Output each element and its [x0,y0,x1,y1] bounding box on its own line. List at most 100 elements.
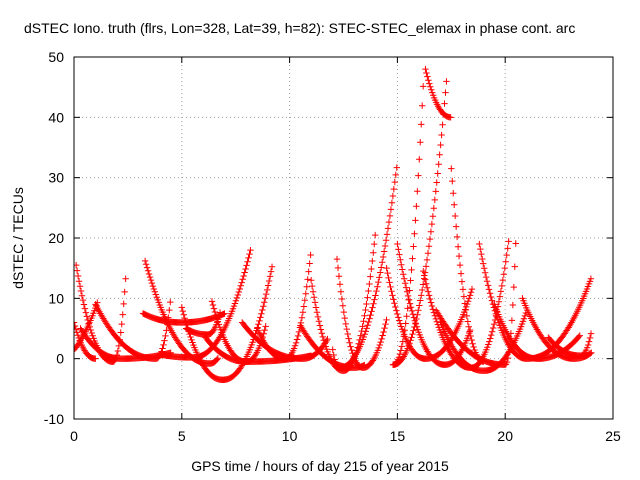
data-point-marker [465,329,473,337]
data-point-marker [377,338,384,346]
data-point-marker [370,300,377,307]
data-point-marker [520,315,528,322]
data-point-marker [464,318,471,325]
data-point-marker [338,295,346,303]
data-point-marker [403,313,410,320]
data-point-marker [120,300,127,308]
data-point-marker [310,293,318,301]
data-point-marker [153,294,160,301]
data-point-marker [410,327,417,334]
y-tick-label: 50 [48,49,64,65]
data-point-marker [397,347,405,354]
data-point-marker [418,102,426,109]
data-point-marker [365,318,372,326]
data-point-marker [388,199,396,207]
data-point-marker [383,316,390,324]
data-point-marker [372,292,379,299]
data-point-marker [379,332,386,339]
data-point-marker [309,288,317,295]
data-point-marker [487,293,495,301]
data-point-marker [85,320,92,327]
data-point-marker [143,264,151,271]
data-point-marker [427,228,435,235]
data-point-marker [141,257,149,265]
data-point-marker [482,273,490,281]
data-point-marker [416,156,423,163]
data-point-marker [212,312,220,319]
data-point-marker [263,286,271,294]
data-point-marker [300,303,308,310]
data-point-marker [262,323,269,330]
data-point-marker [244,258,251,265]
data-point-marker [460,293,468,300]
data-point-marker [341,314,348,322]
data-point-marker [342,320,349,328]
data-point-marker [428,302,436,310]
data-point-marker [115,342,123,350]
data-point-marker [305,268,312,275]
data-point-marker [256,317,263,325]
data-point-marker [147,276,155,284]
data-point-marker [387,283,394,291]
data-point-marker [294,332,302,340]
data-point-marker [396,251,403,258]
data-point-marker [211,308,219,316]
data-point-marker [565,324,572,331]
data-point-marker [299,309,307,316]
data-point-marker [468,336,475,344]
data-point-marker [466,292,474,299]
data-point-marker [587,350,594,357]
data-point-marker [373,287,380,295]
data-point-marker [411,230,418,238]
data-point-marker [423,284,431,291]
data-point-marker [291,342,299,350]
data-point-marker [298,314,306,321]
data-point-marker [404,305,411,312]
data-point-marker [391,178,399,186]
data-point-marker [378,264,385,271]
data-point-marker [261,326,268,334]
data-point-marker [465,295,473,302]
data-point-marker [348,346,355,354]
data-point-marker [431,196,439,204]
data-point-marker [408,266,415,274]
data-point-marker [150,285,158,293]
data-point-marker [581,350,588,357]
y-tick-label: -10 [44,411,64,427]
data-point-marker [424,250,432,257]
data-point-marker [369,257,376,265]
data-point-marker [384,269,391,277]
data-point-marker [406,287,413,294]
data-point-marker [307,277,315,284]
data-point-marker [364,294,371,301]
data-point-marker [307,251,314,259]
y-tick-label: 10 [48,290,64,306]
data-point-marker [428,86,435,93]
data-point-marker [583,344,591,352]
data-point-marker [415,307,422,314]
data-point-marker [509,301,517,309]
data-point-marker [167,298,174,306]
data-point-marker [213,356,221,363]
data-point-marker [210,327,217,334]
data-point-marker [121,288,128,296]
data-point-marker [378,335,385,343]
data-point-marker [376,274,383,281]
data-point-marker [359,323,366,330]
data-point-marker [370,249,377,256]
data-point-marker [214,318,222,325]
data-point-marker [148,279,156,287]
data-point-marker [419,281,427,288]
data-point-marker [586,278,594,285]
data-point-marker [422,263,430,270]
data-point-marker [259,306,266,314]
data-point-marker [375,278,382,286]
data-point-marker [82,309,90,316]
data-point-marker [75,278,83,285]
data-point-marker [394,310,401,318]
data-point-marker [336,280,344,288]
data-point-marker [385,218,393,226]
data-point-marker [425,292,433,299]
data-point-marker [314,313,322,321]
data-point-marker [430,204,438,212]
